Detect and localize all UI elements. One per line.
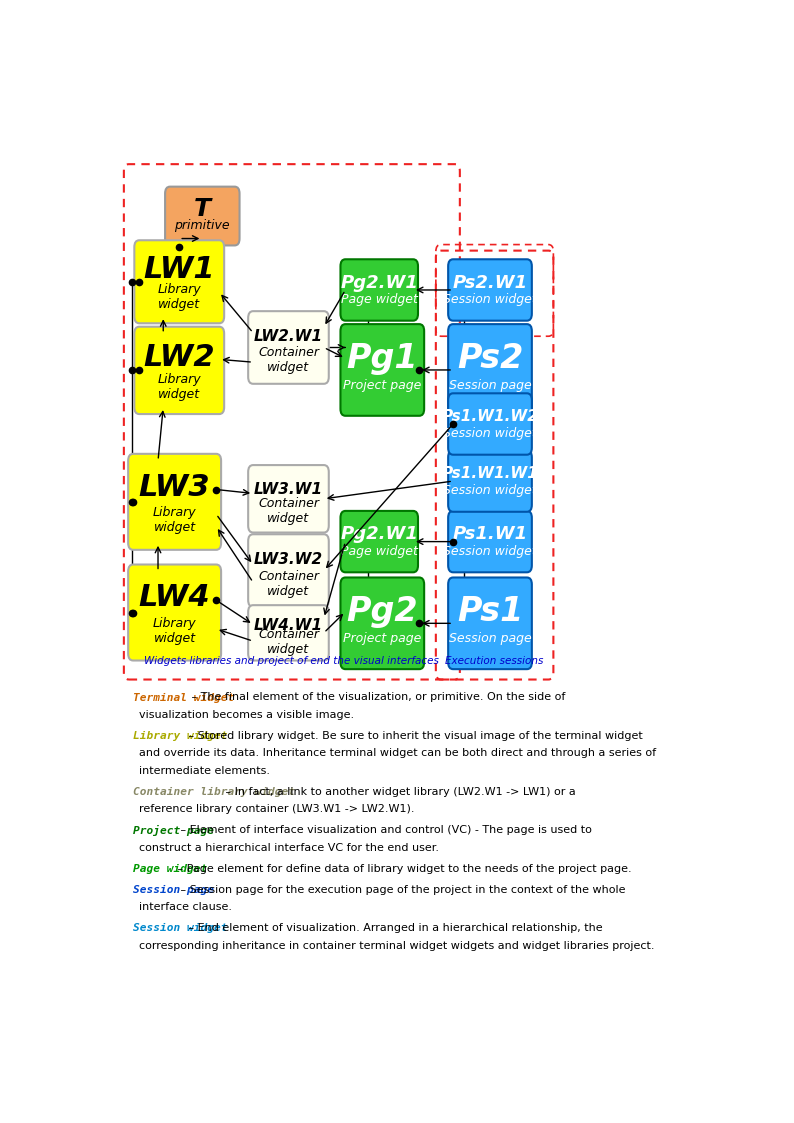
Text: corresponding inheritance in container terminal widget widgets and widget librar: corresponding inheritance in container t…	[139, 941, 655, 951]
FancyBboxPatch shape	[448, 393, 532, 455]
Text: Session widget: Session widget	[443, 293, 537, 305]
Text: LW2: LW2	[144, 343, 215, 372]
Text: intermediate elements.: intermediate elements.	[139, 766, 270, 776]
Text: Pg2: Pg2	[346, 595, 418, 628]
Text: Container
widget: Container widget	[258, 628, 319, 656]
Text: Ps2: Ps2	[457, 341, 523, 375]
Text: LW2.W1: LW2.W1	[254, 329, 323, 345]
Text: Library
widget: Library widget	[157, 373, 201, 401]
Text: Page widget: Page widget	[341, 293, 418, 305]
Text: – Page element for define data of library widget to the needs of the project pag: – Page element for define data of librar…	[174, 864, 631, 874]
Text: – End element of visualization. Arranged in a hierarchical relationship, the: – End element of visualization. Arranged…	[185, 923, 603, 933]
FancyBboxPatch shape	[448, 577, 532, 669]
Text: Ps1: Ps1	[457, 595, 523, 628]
FancyBboxPatch shape	[128, 454, 221, 550]
Text: Session page: Session page	[133, 885, 214, 895]
Text: Ps1.W1.W1: Ps1.W1.W1	[441, 466, 538, 482]
Text: reference library container (LW3.W1 -> LW2.W1).: reference library container (LW3.W1 -> L…	[139, 804, 414, 814]
Text: Pg1: Pg1	[346, 341, 418, 375]
Text: – Stored library widget. Be sure to inherit the visual image of the terminal wid: – Stored library widget. Be sure to inhe…	[185, 731, 642, 741]
Text: Container
widget: Container widget	[258, 569, 319, 597]
Text: Terminal widget: Terminal widget	[133, 693, 234, 703]
Text: LW3: LW3	[139, 473, 210, 502]
Text: T: T	[194, 198, 211, 221]
FancyBboxPatch shape	[448, 450, 532, 512]
Text: interface clause.: interface clause.	[139, 903, 233, 912]
Text: Library
widget: Library widget	[157, 283, 201, 311]
Text: Session widget: Session widget	[443, 484, 537, 497]
Text: Container
widget: Container widget	[258, 496, 319, 524]
Text: Project page: Project page	[133, 825, 214, 837]
FancyBboxPatch shape	[341, 511, 418, 573]
Text: Session page: Session page	[449, 380, 531, 392]
Text: and override its data. Inheritance terminal widget can be both direct and throug: and override its data. Inheritance termi…	[139, 748, 657, 758]
Text: Page widget: Page widget	[341, 545, 418, 558]
Text: LW1: LW1	[144, 255, 215, 284]
Text: Session widget: Session widget	[443, 427, 537, 440]
FancyBboxPatch shape	[341, 325, 424, 416]
FancyBboxPatch shape	[249, 465, 329, 532]
FancyBboxPatch shape	[128, 565, 221, 660]
FancyBboxPatch shape	[448, 259, 532, 321]
Text: Ps1.W1.W2: Ps1.W1.W2	[441, 410, 538, 424]
Text: construct a hierarchical interface VC for the end user.: construct a hierarchical interface VC fo…	[139, 843, 439, 852]
Text: Session widget: Session widget	[443, 545, 537, 558]
Text: LW3.W1: LW3.W1	[254, 482, 323, 496]
Text: Project page: Project page	[343, 632, 422, 646]
Text: Pg2.W1: Pg2.W1	[341, 526, 418, 544]
Text: Container
widget: Container widget	[258, 346, 319, 374]
Text: – The final element of the visualization, or primitive. On the side of: – The final element of the visualization…	[188, 693, 566, 703]
FancyBboxPatch shape	[341, 577, 424, 669]
Text: – In fact, a link to another widget library (LW2.W1 -> LW1) or a: – In fact, a link to another widget libr…	[222, 787, 576, 797]
FancyBboxPatch shape	[134, 240, 224, 323]
Text: – Session page for the execution page of the project in the context of the whole: – Session page for the execution page of…	[177, 885, 626, 895]
Text: LW3.W2: LW3.W2	[254, 553, 323, 567]
Text: Ps2.W1: Ps2.W1	[453, 274, 527, 292]
FancyBboxPatch shape	[249, 311, 329, 384]
Text: LW4.W1: LW4.W1	[254, 618, 323, 633]
Text: Execution sessions: Execution sessions	[445, 656, 544, 666]
Text: Project page: Project page	[343, 380, 422, 392]
Text: Session widget: Session widget	[133, 923, 228, 933]
FancyBboxPatch shape	[249, 605, 329, 660]
Text: Ps1.W1: Ps1.W1	[453, 526, 527, 544]
Text: visualization becomes a visible image.: visualization becomes a visible image.	[139, 710, 354, 720]
FancyBboxPatch shape	[249, 535, 329, 606]
FancyBboxPatch shape	[165, 186, 240, 246]
Text: Library widget: Library widget	[133, 731, 228, 741]
FancyBboxPatch shape	[134, 327, 224, 414]
Text: – Element of interface visualization and control (VC) - The page is used to: – Element of interface visualization and…	[177, 825, 592, 836]
FancyBboxPatch shape	[448, 511, 532, 573]
Text: Pg2.W1: Pg2.W1	[341, 274, 418, 292]
Text: Page widget: Page widget	[133, 864, 207, 874]
Text: Container library widget: Container library widget	[133, 787, 295, 797]
Text: Widgets libraries and project of end the visual interfaces: Widgets libraries and project of end the…	[145, 656, 439, 666]
Text: Session page: Session page	[449, 632, 531, 646]
Text: Library
widget: Library widget	[152, 617, 196, 645]
FancyBboxPatch shape	[448, 325, 532, 416]
Text: Library
widget: Library widget	[152, 505, 196, 533]
FancyBboxPatch shape	[341, 259, 418, 321]
Text: LW4: LW4	[139, 583, 210, 612]
Text: primitive: primitive	[175, 219, 230, 231]
